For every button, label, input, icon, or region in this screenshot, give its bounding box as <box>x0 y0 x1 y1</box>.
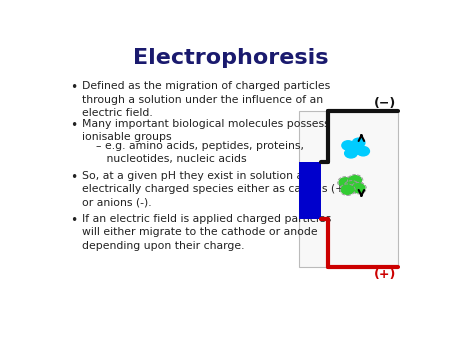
Text: Electrophoresis: Electrophoresis <box>133 48 328 68</box>
Circle shape <box>342 141 355 150</box>
Circle shape <box>339 178 351 187</box>
Text: •: • <box>70 214 77 227</box>
Circle shape <box>352 138 365 147</box>
Bar <box>299 111 398 267</box>
Text: So, at a given pH they exist in solution as
electrically charged species either : So, at a given pH they exist in solution… <box>82 171 349 208</box>
Circle shape <box>357 146 369 156</box>
Text: •: • <box>70 171 77 184</box>
Text: •: • <box>70 119 77 131</box>
Text: (−): (−) <box>374 97 396 110</box>
Circle shape <box>345 182 358 191</box>
Circle shape <box>341 185 354 194</box>
Text: If an electric field is applied charged particles
will either migrate to the cat: If an electric field is applied charged … <box>82 214 332 251</box>
Text: Many important biological molecules possess
ionisable groups: Many important biological molecules poss… <box>82 119 330 142</box>
Circle shape <box>345 149 357 158</box>
Text: •: • <box>70 81 77 94</box>
Text: – e.g. amino acids, peptides, proteins,
   nucleotides, nucleic acids: – e.g. amino acids, peptides, proteins, … <box>96 141 304 164</box>
Circle shape <box>349 176 361 185</box>
Bar <box>299 162 321 219</box>
Text: (+): (+) <box>374 268 396 281</box>
Text: Defined as the migration of charged particles
through a solution under the influ: Defined as the migration of charged part… <box>82 81 331 118</box>
Circle shape <box>349 145 361 154</box>
Circle shape <box>352 184 365 193</box>
